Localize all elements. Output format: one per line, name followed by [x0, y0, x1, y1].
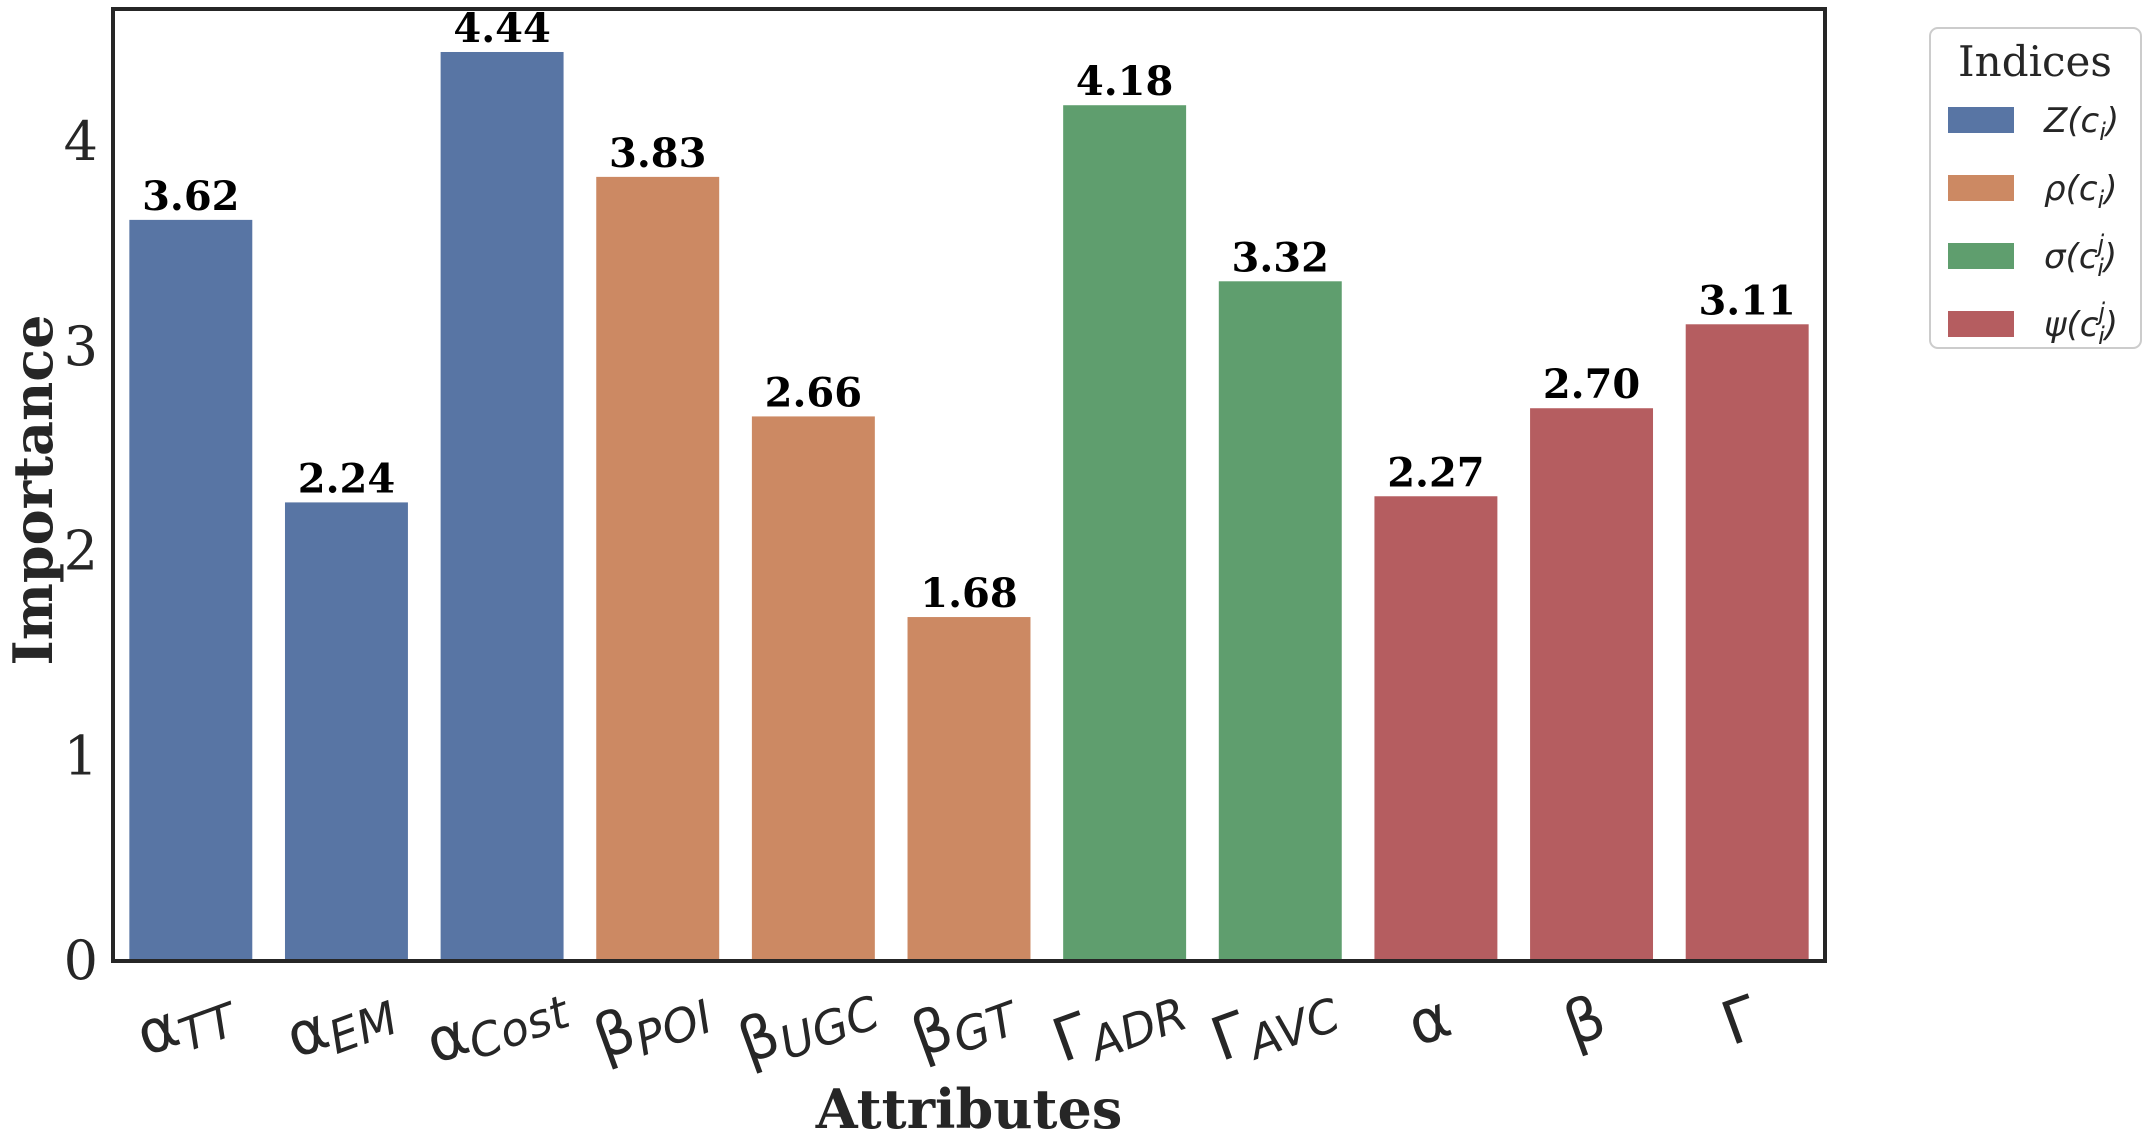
legend-label-2: σ(cj i): [2044, 230, 2117, 282]
x-tick-label-6: ΓADR: [1044, 966, 1194, 1083]
x-tick-label-7: ΓAVC: [1202, 967, 1347, 1082]
bar-value-label-9: 2.70: [1543, 361, 1640, 408]
legend-swatch-0: [1948, 107, 2014, 133]
x-axis-title: Attributes: [815, 1077, 1123, 1141]
bar-4: [751, 416, 875, 961]
x-tick-label-9: β: [1555, 982, 1615, 1061]
bar-value-label-6: 4.18: [1076, 58, 1173, 105]
y-tick-label-2: 2: [64, 520, 98, 583]
y-tick-label-4: 4: [64, 110, 98, 173]
bar-value-label-10: 3.11: [1698, 277, 1795, 324]
x-tick-label-3: βPOI: [585, 969, 720, 1080]
x-tick-label-10: Γ: [1713, 982, 1769, 1059]
legend-title: Indices: [1958, 37, 2112, 86]
bar-value-label-1: 2.24: [298, 455, 395, 502]
y-tick-label-1: 1: [64, 724, 98, 787]
bar-6: [1063, 105, 1187, 962]
bar-0: [129, 219, 253, 962]
bar-1: [284, 502, 408, 961]
legend-swatch-2: [1948, 243, 2014, 269]
bar-2: [440, 51, 564, 962]
bar-value-label-3: 3.83: [609, 130, 706, 177]
plot-frame: [111, 7, 1827, 963]
x-tick-label-0: αTT: [127, 971, 247, 1077]
bar-7: [1218, 281, 1342, 961]
y-axis-ticks: 0 1 2 3 4: [64, 110, 98, 992]
legend-entries: Z(ci) ρ(ci) σ(cj i) ψ(cj i): [1948, 101, 2119, 350]
bar-value-label-7: 3.32: [1232, 234, 1329, 281]
legend-swatch-3: [1948, 311, 2014, 337]
bar-value-label-0: 3.62: [142, 173, 239, 220]
bar-8: [1374, 496, 1498, 961]
x-tick-label-2: αCost: [417, 963, 578, 1084]
bar-value-label-8: 2.27: [1387, 449, 1484, 496]
bar-value-labels: 3.62 2.24 4.44 3.83 2.66 1.68 4.18 3.32 2.27 2.70…: [142, 5, 1796, 617]
bar-value-label-4: 2.66: [765, 369, 862, 416]
x-axis-ticks: αTT αEM αCost βPOI βUGC βGT ΓADR ΓAVC α β Γ: [127, 963, 1769, 1084]
bar-9: [1530, 408, 1654, 961]
legend-label-3: ψ(cj i): [2044, 298, 2118, 350]
bar-10: [1685, 324, 1809, 961]
x-tick-label-8: α: [1399, 982, 1460, 1061]
legend-label-1: ρ(ci): [2044, 169, 2117, 214]
x-tick-label-4: βUGC: [729, 964, 886, 1083]
y-tick-label-3: 3: [64, 315, 98, 378]
bar-value-label-2: 4.44: [453, 5, 550, 52]
legend-swatch-1: [1948, 175, 2014, 201]
x-tick-label-5: βGT: [902, 970, 1028, 1078]
bar-3: [596, 176, 720, 961]
bar-value-label-5: 1.68: [920, 570, 1017, 617]
legend: Indices Z(ci) ρ(ci) σ(cj i) ψ(cj i): [1929, 27, 2142, 350]
bar-5: [907, 617, 1031, 961]
y-tick-label-0: 0: [64, 929, 98, 992]
x-tick-label-1: αEM: [277, 970, 405, 1078]
y-axis-title: Importance: [1, 314, 65, 665]
bars-group: [129, 51, 1809, 962]
legend-label-0: Z(ci): [2043, 101, 2119, 146]
